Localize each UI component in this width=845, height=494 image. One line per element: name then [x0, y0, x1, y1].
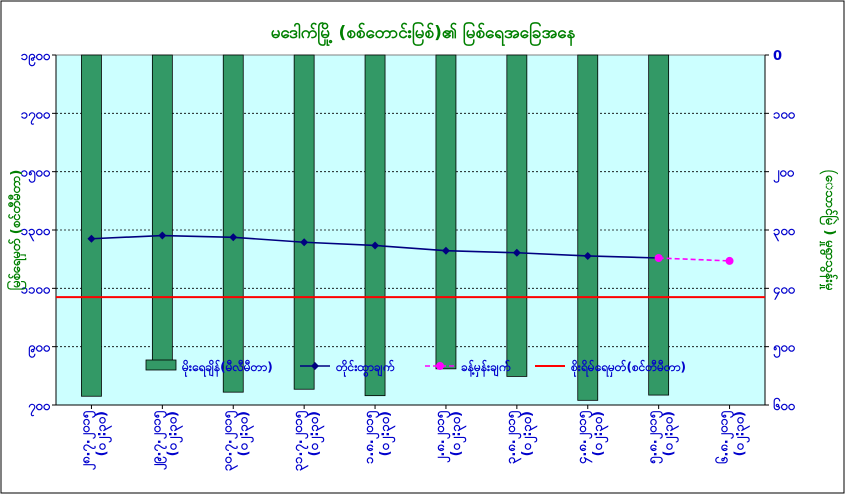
- legend-label: စိုးရိမ်ရေမှတ်(စင်တီမီတာ): [570, 358, 686, 378]
- x-tick-label-time: (၀၂:၃၀): [662, 411, 680, 456]
- rainfall-bar: [81, 54, 102, 397]
- y-tick-label-left: ၉၀၀: [28, 341, 51, 359]
- rainfall-bar: [506, 54, 528, 377]
- y-tick-label-right: ၂၀၀: [773, 166, 795, 184]
- y-axis-title-right: (ေသာင်မြဲ ) မှုရွာသွန်းမှု: [819, 170, 839, 291]
- legend-marker-forecast: [436, 362, 444, 370]
- observed-point: [512, 248, 521, 257]
- legend-marker-observed: [311, 362, 319, 370]
- forecast-point: [725, 256, 734, 265]
- y-tick-label-left: ၁၇၀၀: [21, 107, 51, 125]
- x-tick-label-time: (၀၂:၃၀): [94, 411, 112, 456]
- x-tick-label-date: ၁.၈.၂၀၁၅: [362, 410, 380, 464]
- forecast-point: [654, 254, 663, 262]
- observed-point: [229, 233, 238, 242]
- legend: မိုးရေချိန်(မီလီမီတာ) တိုင်းထွာချက် ခန့်မှ…: [145, 358, 686, 378]
- x-tick-label-time: (၀၂:၃၀): [378, 411, 396, 456]
- y-tick-label-left: ၁၁၀၀: [21, 282, 51, 297]
- x-tick-label-time: (၀၂:၃၀): [591, 411, 609, 456]
- x-tick-label-date: ၅.၈.၂၀၁၅: [646, 410, 664, 464]
- y-tick-label-right: 0: [773, 49, 782, 64]
- rainfall-bar: [222, 54, 244, 393]
- x-tick-label-date: ၃၀.၇.၂၀၁၅: [220, 410, 238, 471]
- y-tick-label-right: ၁၀၀: [773, 107, 796, 122]
- rainfall-bar: [151, 54, 173, 365]
- y-tick-label-right: ၃၀၀: [773, 224, 796, 242]
- observed-point: [87, 234, 96, 243]
- observed-point: [300, 238, 309, 247]
- plot-background: [55, 54, 766, 406]
- y-tick-label-left: ၁၅၀၀: [21, 166, 51, 184]
- legend-swatch-rainfall: [145, 359, 177, 371]
- x-tick-label-time: (၀၂:၃၀): [520, 411, 538, 456]
- observed-point: [583, 251, 592, 260]
- y-axis-title-left: မြစ်ရေမှတ် (စင်တီမီတာ): [6, 170, 27, 291]
- y-tick-label-right: ၄၀၀: [773, 282, 796, 300]
- legend-label: တိုင်းထွာချက်: [335, 358, 395, 378]
- observed-point: [158, 231, 167, 240]
- legend-label: ခန့်မှန်းချက်: [461, 358, 511, 378]
- chart-title: မဒေါက်မြို့ (စစ်တောင်းမြစ်)၏ မြစ်ရေအခြေအ…: [271, 20, 576, 47]
- y-tick-label-left: ၁၃၀၀: [21, 224, 51, 242]
- x-tick-label-date: ၂.၈.၂၀၁၅: [433, 410, 451, 463]
- y-tick-label-right: ၅၀၀: [773, 341, 796, 359]
- x-tick-label-date: ၃၁.၇.၂၀၁၅: [291, 410, 309, 471]
- x-tick-label-time: (၀၂:၃၀): [165, 411, 183, 456]
- x-tick-label-date: ၄.၈.၂၀၁၅: [575, 410, 593, 464]
- forecast-line: [658, 257, 730, 262]
- rainfall-bar: [364, 54, 386, 397]
- x-tick-label-date: ၂၉.၇.၂၀၁၅: [149, 410, 167, 470]
- y-tick-label-left: ၇၀၀: [28, 399, 51, 417]
- rainfall-bar: [577, 54, 599, 401]
- y-tick-label-left: ၁၉၀၀: [21, 49, 51, 67]
- x-tick-label-date: ၂၈.၇.၂၀၁၅: [78, 410, 96, 470]
- legend-label: မိုးရေချိန်(မီလီမီတာ): [181, 358, 273, 378]
- observed-point: [441, 246, 450, 255]
- observed-point: [371, 241, 380, 250]
- x-tick-label-date: ၃.၈.၂၀၁၅: [504, 410, 522, 464]
- y-tick-label-right: ၆၀၀: [773, 397, 796, 414]
- rainfall-bar: [648, 54, 670, 396]
- x-tick-label-time: (၀၂:၃၀): [307, 411, 325, 456]
- rainfall-bar: [435, 54, 457, 370]
- x-tick-label-time: (၀၂:၃၀): [733, 411, 751, 456]
- rainfall-bar: [293, 54, 315, 390]
- x-tick-label-time: (၀၂:၃၀): [449, 411, 467, 456]
- x-tick-label-date: ၆.၈.၂၀၁၅: [715, 410, 735, 464]
- x-tick-label-time: (၀၂:၃၀): [236, 411, 254, 456]
